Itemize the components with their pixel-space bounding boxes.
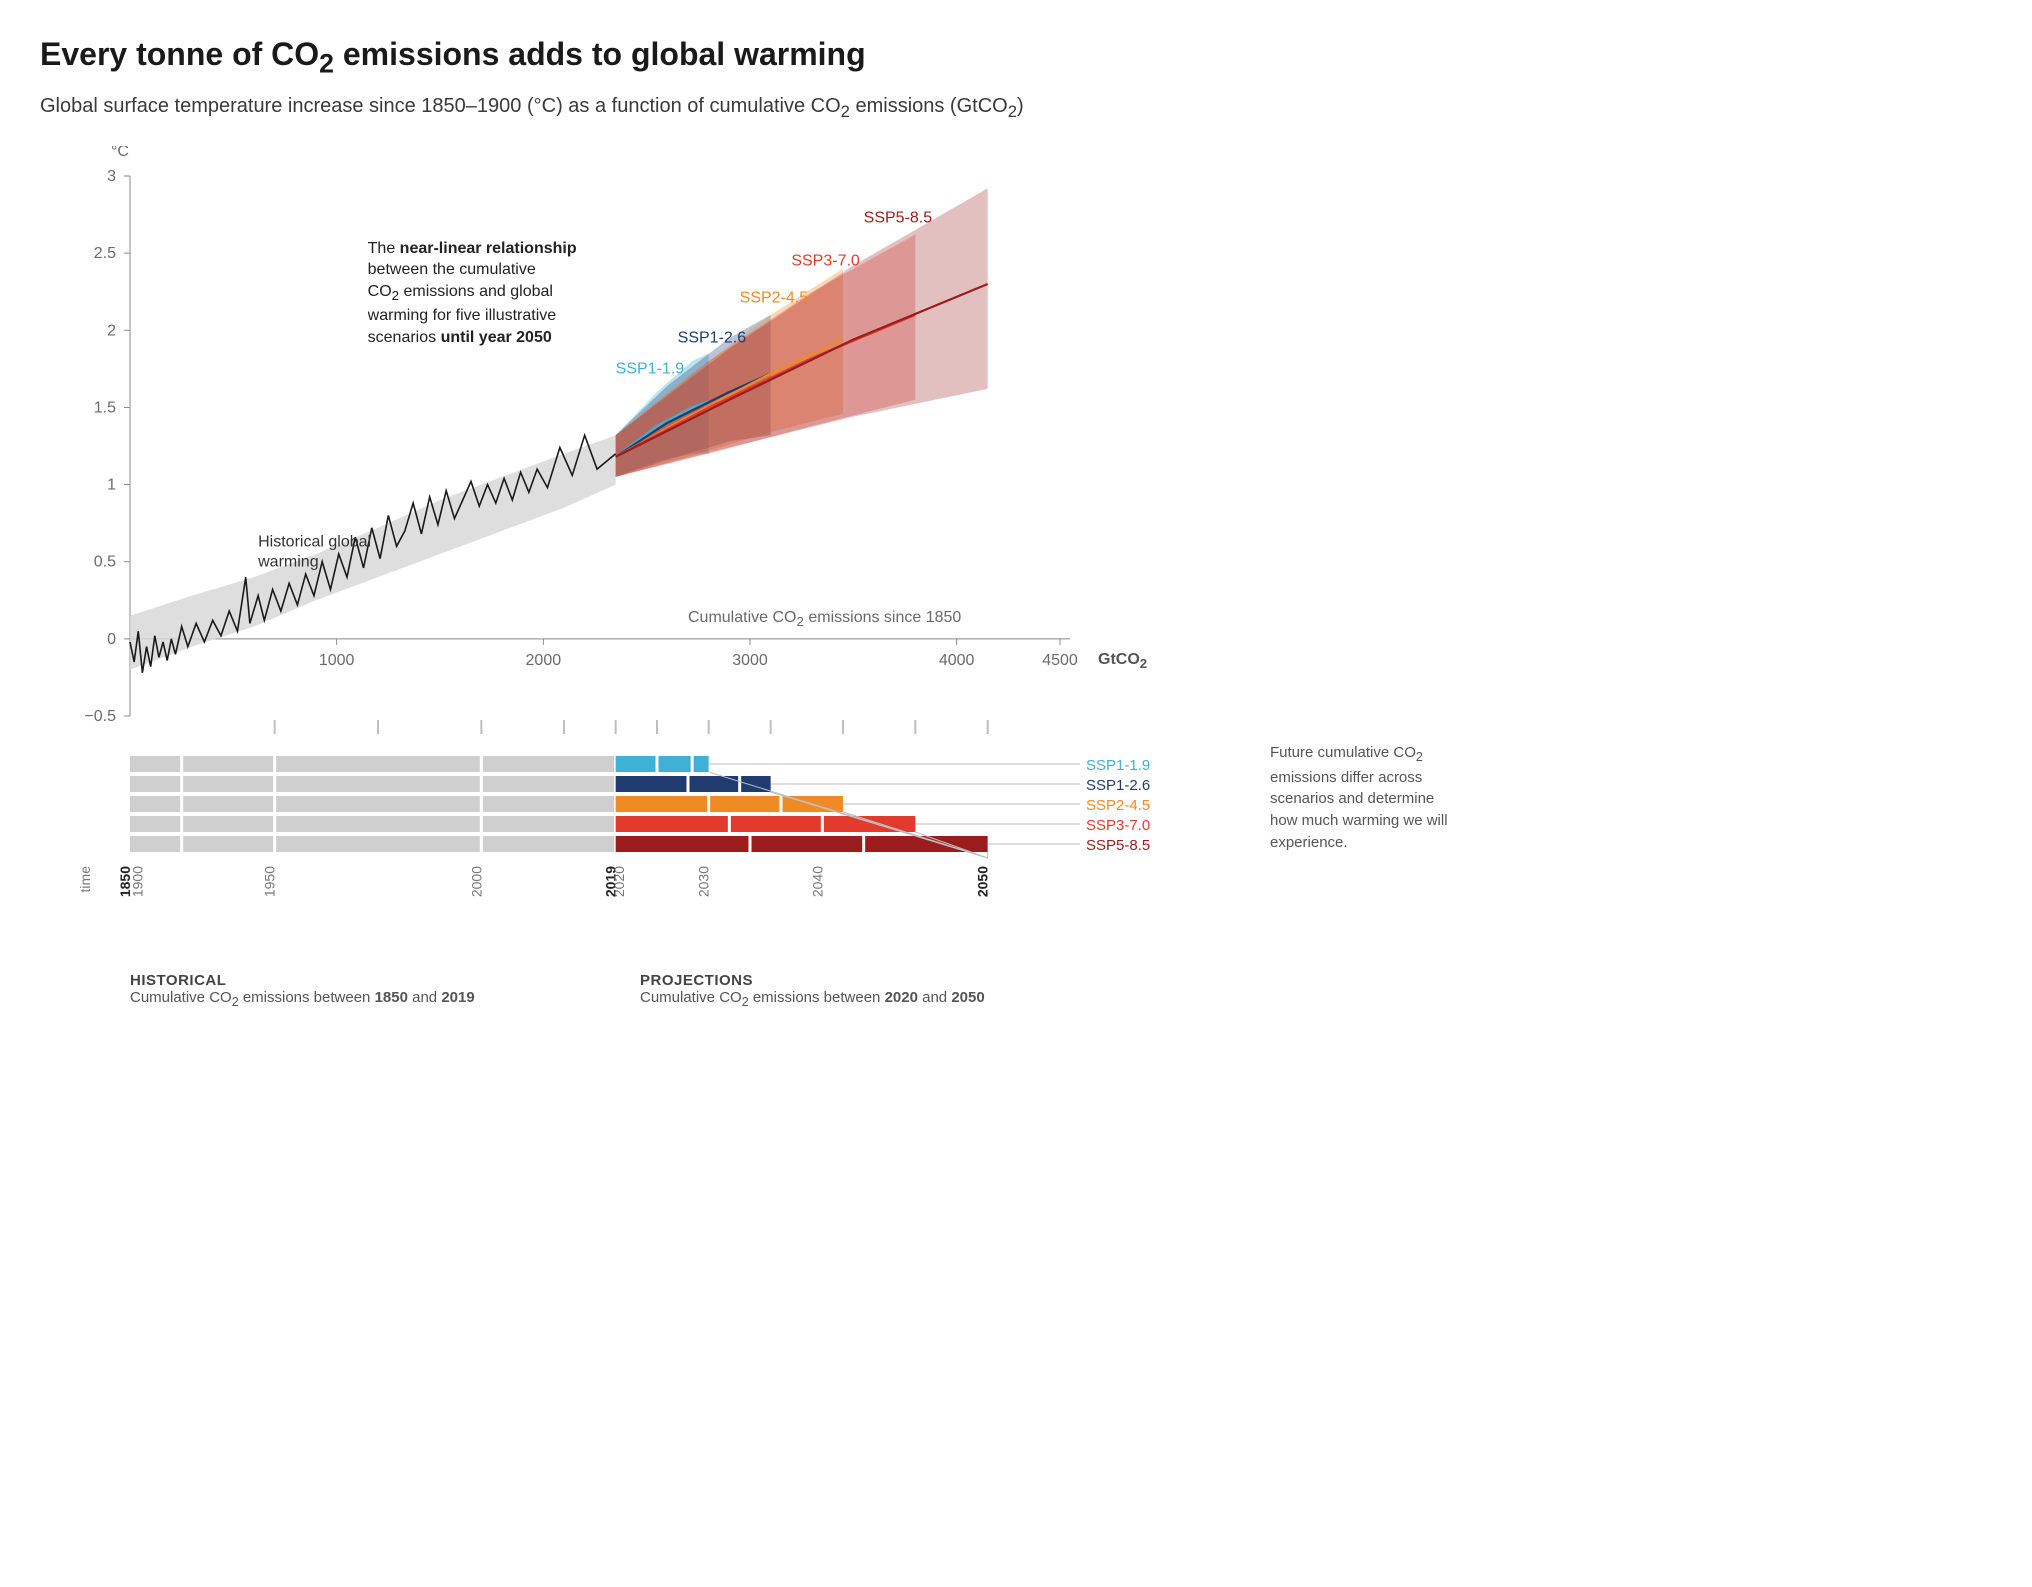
bottom-caption-row: HISTORICAL Cumulative CO2 emissions betw… [130,972,1992,1009]
projections-text: Cumulative CO2 emissions between 2020 an… [640,989,985,1009]
bar-historical-ssp2-4.5 [130,796,616,812]
bar-historical-ssp1-2.6 [130,776,616,792]
timeline-1900: 1900 [129,866,145,897]
bar-projection-ssp1-1.9 [616,756,709,772]
timeline-time: time [77,866,93,893]
historical-label: Historical global [258,534,371,551]
svg-text:°C: °C [111,146,129,160]
scenario-label-ssp3-7.0: SSP3-7.0 [791,253,860,270]
svg-text:1.5: 1.5 [94,400,116,417]
svg-text:3000: 3000 [732,652,768,669]
svg-text:warming: warming [257,554,318,571]
bar-label-ssp5-8.5: SSP5-8.5 [1086,837,1150,854]
scenario-band-ssp5-8.5 [616,189,988,478]
svg-text:2: 2 [107,323,116,340]
bar-label-ssp2-4.5: SSP2-4.5 [1086,797,1150,814]
svg-text:3: 3 [107,168,116,185]
timeline-2020: 2020 [611,866,627,897]
scenario-label-ssp2-4.5: SSP2-4.5 [740,290,809,307]
projections-header: PROJECTIONS [640,972,985,989]
scenario-label-ssp1-2.6: SSP1-2.6 [678,330,747,347]
svg-text:2000: 2000 [526,652,562,669]
page-subtitle: Global surface temperature increase sinc… [40,95,1992,122]
bar-label-ssp1-2.6: SSP1-2.6 [1086,777,1150,794]
timeline-2040: 2040 [809,866,825,897]
bar-historical-ssp1-1.9 [130,756,616,772]
chart-container: −0.500.511.522.53°C10002000300040004500C… [40,146,1992,966]
historical-text: Cumulative CO2 emissions between 1850 an… [130,989,550,1009]
svg-text:1000: 1000 [319,652,355,669]
bar-label-ssp3-7.0: SSP3-7.0 [1086,817,1150,834]
svg-text:0: 0 [107,631,116,648]
timeline-2030: 2030 [696,866,712,897]
historical-caption: HISTORICAL Cumulative CO2 emissions betw… [130,972,550,1009]
page-title: Every tonne of CO2 emissions adds to glo… [40,36,1992,79]
svg-text:4500: 4500 [1042,652,1078,669]
timeline-1950: 1950 [262,866,278,897]
bar-label-ssp1-1.9: SSP1-1.9 [1086,757,1150,774]
svg-text:2.5: 2.5 [94,246,116,263]
svg-text:1: 1 [107,477,116,494]
bar-historical-ssp5-8.5 [130,836,616,852]
svg-text:−0.5: −0.5 [84,708,116,725]
side-note: Future cumulative CO2 emissions differ a… [1270,742,1460,853]
timeline-2050: 2050 [975,866,991,897]
bar-historical-ssp3-7.0 [130,816,616,832]
co2-warming-chart: −0.500.511.522.53°C10002000300040004500C… [40,146,1480,966]
timeline-2000: 2000 [468,866,484,897]
svg-text:4000: 4000 [939,652,975,669]
historical-header: HISTORICAL [130,972,550,989]
svg-text:0.5: 0.5 [94,554,116,571]
projections-caption: PROJECTIONS Cumulative CO2 emissions bet… [640,972,985,1009]
scenario-label-ssp5-8.5: SSP5-8.5 [864,210,933,227]
bar-projection-ssp3-7.0 [616,816,916,832]
